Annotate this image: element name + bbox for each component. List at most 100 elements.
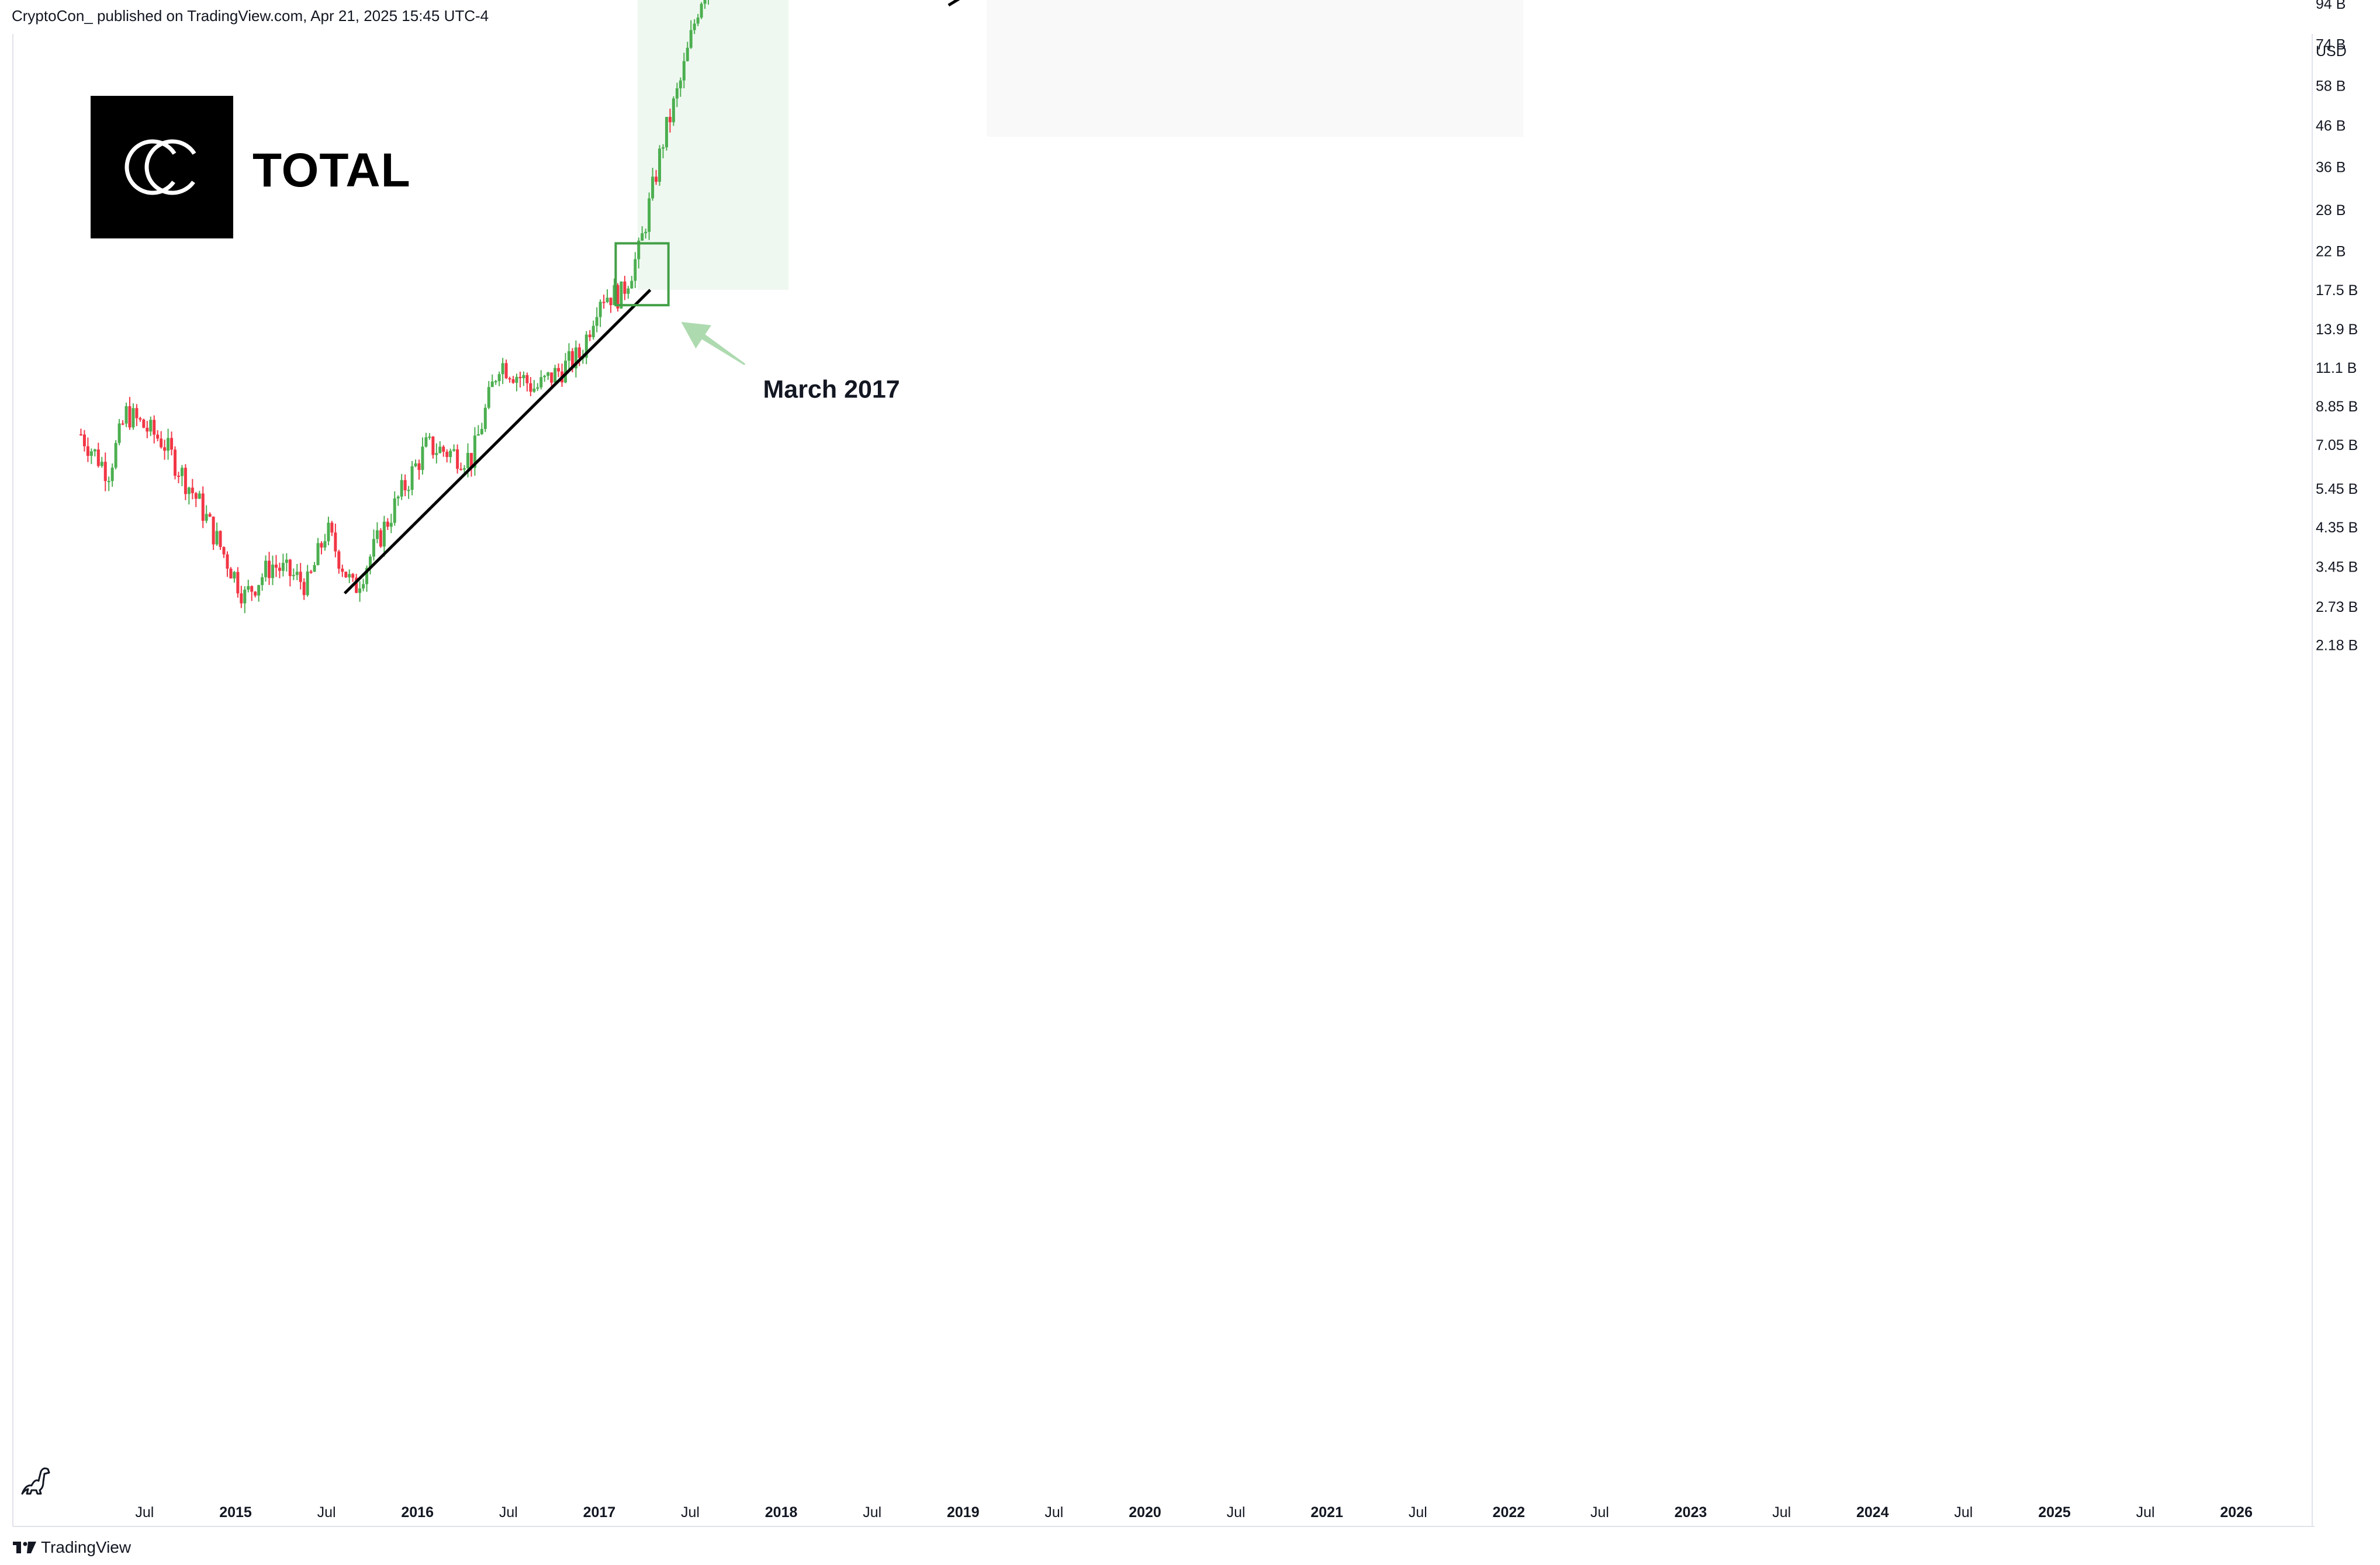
x-tick-label: 2025: [2038, 1504, 2071, 1521]
candle-body: [103, 462, 107, 482]
candle-body: [543, 376, 546, 378]
candle-body: [82, 434, 86, 446]
x-tick-label: 2022: [1493, 1504, 1525, 1521]
candle-body: [641, 233, 644, 241]
candle-body: [508, 378, 511, 380]
x-tick-label: Jul: [1772, 1504, 1791, 1521]
candle-body: [337, 551, 341, 569]
candle-body: [557, 368, 561, 372]
candle-body: [661, 147, 665, 149]
candle-body: [703, 0, 707, 4]
candle-body: [494, 381, 497, 383]
candle-body: [389, 522, 393, 527]
y-tick-label: 5.45 B: [2316, 481, 2358, 497]
arrow-icon: [681, 321, 746, 365]
candle-body: [89, 451, 93, 456]
candle-body: [142, 419, 146, 428]
candle-body: [449, 451, 452, 458]
y-tick-label: 2.73 B: [2316, 599, 2358, 615]
y-axis: 16 T12.4 T9.6 T7.6 T6 T4.6 T3.6 T2.8 T2.…: [2316, 0, 2358, 653]
x-tick-label: Jul: [863, 1504, 881, 1521]
x-tick-label: Jul: [1590, 1504, 1609, 1521]
candle-body: [208, 514, 212, 517]
candle-body: [501, 363, 504, 375]
candle-body: [648, 198, 651, 232]
candle-body: [588, 334, 591, 337]
candle-body: [382, 521, 386, 547]
dinosaur-icon[interactable]: [18, 1461, 55, 1498]
candle-body: [274, 565, 278, 568]
candle-body: [285, 559, 288, 563]
candle-body: [379, 530, 382, 547]
candle-body: [522, 375, 525, 379]
publish-header: CryptoCon_ published on TradingView.com,…: [12, 7, 489, 25]
candle-body: [194, 493, 198, 499]
candle-body: [532, 388, 536, 392]
candle-body: [226, 554, 229, 569]
candle-body: [554, 368, 557, 383]
candle-body: [686, 47, 689, 61]
candle-body: [417, 463, 421, 470]
candle-body: [435, 453, 438, 455]
candle-body: [602, 302, 606, 303]
candle-body: [672, 98, 675, 123]
x-tick-label: 2026: [2220, 1504, 2253, 1521]
arrows: [681, 321, 746, 365]
candle-body: [591, 326, 595, 337]
grey-zone: [987, 0, 1524, 137]
candle-body: [146, 427, 149, 432]
candle-body: [518, 376, 522, 379]
candle-body: [281, 563, 285, 571]
candle-body: [215, 531, 219, 545]
y-tick-label: 46 B: [2316, 117, 2346, 134]
candle-body: [693, 23, 696, 30]
candle-body: [271, 565, 275, 579]
candle-body: [675, 88, 679, 99]
y-tick-label: 13.9 B: [2316, 321, 2358, 338]
candle-body: [369, 556, 372, 568]
candle-body: [160, 438, 163, 448]
candle-body: [459, 469, 463, 470]
candle-body: [198, 493, 201, 499]
candle-body: [250, 586, 254, 592]
highlight-zone: [637, 0, 789, 290]
candle-body: [431, 437, 435, 455]
ticker-title: TOTAL: [252, 144, 411, 197]
candle-body: [96, 449, 100, 466]
y-tick-label: 7.05 B: [2316, 437, 2358, 453]
cryptocon-logo-icon: [91, 96, 233, 238]
candle-body: [222, 547, 226, 555]
candle-body: [372, 539, 375, 557]
x-tick-label: Jul: [681, 1504, 700, 1521]
candle-body: [170, 438, 174, 450]
candle-body: [341, 569, 344, 572]
candle-body: [330, 522, 334, 533]
candle-body: [309, 571, 313, 573]
candle-body: [219, 531, 222, 548]
author-name[interactable]: CryptoCon_: [12, 7, 93, 25]
candle-body: [463, 468, 466, 470]
candle-body: [212, 517, 215, 545]
candle-body: [156, 434, 160, 439]
candle-body: [135, 408, 139, 418]
candle-body: [107, 481, 110, 483]
candle-body: [480, 429, 483, 435]
x-tick-label: 2015: [219, 1504, 252, 1521]
candle-body: [320, 543, 323, 548]
candle-body: [184, 468, 187, 494]
candle-body: [563, 361, 567, 383]
x-tick-label: Jul: [317, 1504, 336, 1521]
candle-body: [584, 334, 588, 358]
candle-body: [438, 446, 442, 453]
x-tick-label: 2018: [765, 1504, 798, 1521]
candle-body: [511, 379, 515, 383]
candle-body: [236, 572, 240, 594]
candle-body: [407, 490, 410, 491]
candle-body: [278, 567, 281, 571]
candle-body: [110, 468, 114, 482]
tradingview-brand[interactable]: TradingView: [13, 1538, 131, 1557]
x-tick-label: Jul: [2136, 1504, 2155, 1521]
candle-body: [264, 560, 268, 577]
x-tick-label: Jul: [1954, 1504, 1973, 1521]
